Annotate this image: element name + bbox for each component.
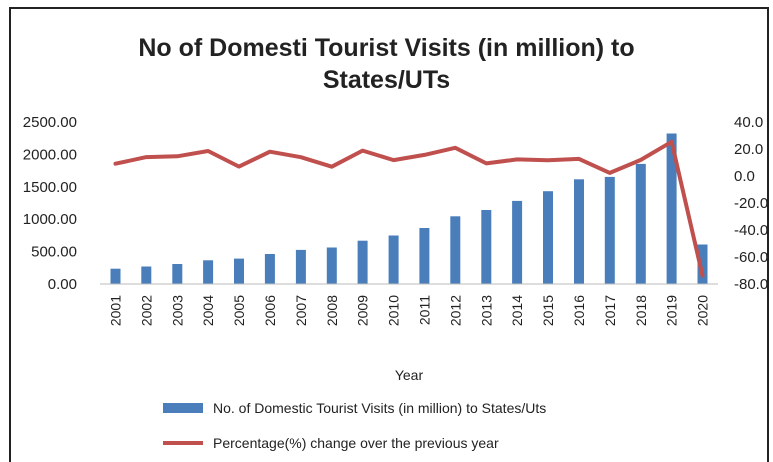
chart-title-line-1: No of Domesti Tourist Visits (in million… xyxy=(138,34,635,62)
bar-2019 xyxy=(666,133,677,284)
right-axis-ticks: -80.0 -60.0 -40.0 -20.0 0.0 20.0 40.0 xyxy=(734,114,768,293)
bar-2015 xyxy=(543,191,553,284)
bar-2005 xyxy=(234,258,244,284)
x-tick-label: 2014 xyxy=(509,295,525,326)
percentage-change-line xyxy=(113,139,705,278)
x-tick-label: 2001 xyxy=(107,295,123,326)
left-tick-label: 500.00 xyxy=(31,244,77,261)
right-tick-label: -80.0 xyxy=(734,276,768,293)
bar-2012 xyxy=(450,216,461,284)
bar-2011 xyxy=(419,228,430,284)
bar-2018 xyxy=(635,163,646,284)
x-tick-label: 2006 xyxy=(262,295,278,326)
bar-2004 xyxy=(203,260,214,284)
x-tick-label: 2016 xyxy=(571,295,587,326)
right-tick-label: -20.0 xyxy=(734,195,768,212)
x-tick-label: 2020 xyxy=(695,295,711,326)
bar-2008 xyxy=(326,247,337,284)
right-tick-label: -60.0 xyxy=(734,249,768,266)
legend-line-label: Percentage(%) change over the previous y… xyxy=(213,435,499,451)
x-tick-label: 2005 xyxy=(231,295,247,326)
left-tick-label: 1500.00 xyxy=(23,179,77,196)
bar-2001 xyxy=(110,268,121,284)
x-tick-label: 2004 xyxy=(200,295,216,326)
bar-2016 xyxy=(574,179,584,284)
x-tick-label: 2002 xyxy=(138,295,154,326)
left-tick-label: 1000.00 xyxy=(23,211,77,228)
x-tick-label: 2017 xyxy=(602,295,618,326)
x-axis-ticks: 2001 2002 2003 2004 2005 2006 2007 2008 2009 2010… xyxy=(107,295,710,326)
bar-2014 xyxy=(512,200,523,284)
x-tick-label: 2019 xyxy=(664,295,680,326)
right-tick-label: 0.0 xyxy=(734,168,755,185)
bar-2020 xyxy=(697,244,708,284)
x-tick-label: 2012 xyxy=(447,295,463,326)
bar-2002 xyxy=(141,266,152,284)
bar-2006 xyxy=(264,254,275,284)
left-axis-ticks: 0.00 500.00 1000.00 1500.00 2000.00 2500.00 xyxy=(23,114,77,293)
left-tick-label: 0.00 xyxy=(48,276,77,293)
x-tick-label: 2015 xyxy=(540,295,556,326)
bar-2009 xyxy=(357,240,368,284)
x-tick-label: 2018 xyxy=(633,295,649,326)
x-tick-label: 2003 xyxy=(169,295,185,326)
bar-2010 xyxy=(388,235,399,284)
x-tick-label: 2007 xyxy=(293,295,309,326)
bar-2017 xyxy=(604,176,615,284)
legend: No. of Domestic Tourist Visits (in milli… xyxy=(163,400,546,451)
x-tick-label: 2013 xyxy=(478,295,494,326)
x-tick-label: 2010 xyxy=(386,295,402,326)
bar-2007 xyxy=(295,249,306,284)
left-tick-label: 2500.00 xyxy=(23,114,77,131)
bar-2013 xyxy=(481,210,492,284)
bar-series xyxy=(110,133,708,284)
legend-bar-swatch xyxy=(163,403,203,413)
legend-bar-label: No. of Domestic Tourist Visits (in milli… xyxy=(213,400,546,416)
x-axis-title: Year xyxy=(395,367,424,383)
right-tick-label: -40.0 xyxy=(734,222,768,239)
left-tick-label: 2000.00 xyxy=(23,146,77,163)
chart-title-line-2: States/UTs xyxy=(322,66,451,94)
x-tick-label: 2009 xyxy=(355,295,371,326)
right-tick-label: 20.0 xyxy=(734,141,763,158)
x-tick-label: 2011 xyxy=(416,295,432,325)
line-series xyxy=(113,139,705,278)
x-tick-label: 2008 xyxy=(324,295,340,326)
bar-2003 xyxy=(172,264,183,284)
right-tick-label: 40.0 xyxy=(734,114,763,131)
